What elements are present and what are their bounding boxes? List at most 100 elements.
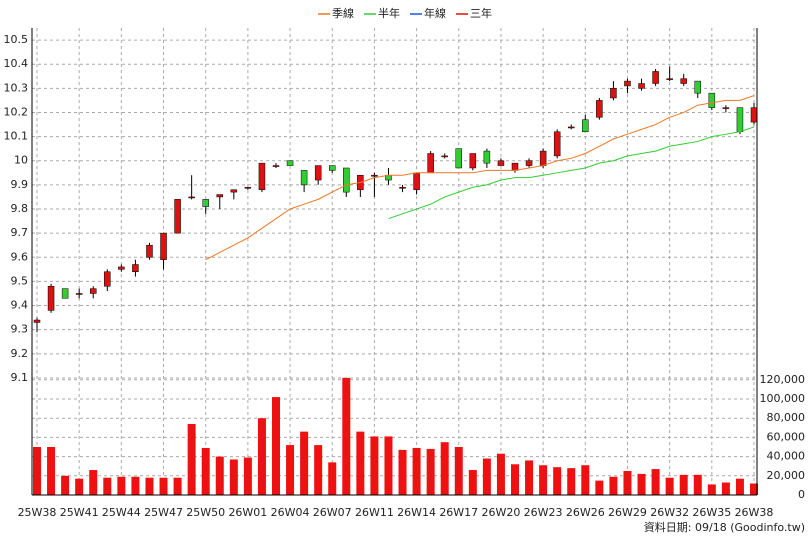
x-tick-label: 25W47 <box>144 506 183 519</box>
candle-body <box>118 266 125 270</box>
candle-body <box>666 78 673 80</box>
x-tick-label: 25W50 <box>186 506 225 519</box>
volume-bar <box>539 465 548 495</box>
volume-bar <box>33 446 41 495</box>
candle-body <box>188 196 195 199</box>
y-tick-label: 10 <box>14 154 28 167</box>
candle-body <box>469 153 477 169</box>
candle-body <box>216 194 224 198</box>
x-tick-label: 26W04 <box>271 506 310 519</box>
volume-bar <box>257 418 266 495</box>
candle-body <box>553 131 561 157</box>
candle-body <box>399 187 406 189</box>
candle-body <box>258 162 266 190</box>
candle-body <box>47 285 55 311</box>
candle-body <box>750 107 758 123</box>
y-tick-label: 10.2 <box>4 105 29 118</box>
footnote: 資料日期: 09/18 (Goodinfo.tw) <box>644 520 805 534</box>
x-tick-label: 26W29 <box>608 506 647 519</box>
volume-bar <box>581 465 590 495</box>
y2-tick-label: 20,000 <box>767 469 806 482</box>
y-tick-label: 9.9 <box>11 178 29 191</box>
volume-bar <box>511 464 519 495</box>
y-tick-label: 10.1 <box>4 130 29 143</box>
legend-label: 年線 <box>424 6 446 20</box>
volume-bar <box>693 474 702 495</box>
volume-bar <box>75 478 84 495</box>
ma-line <box>388 126 755 220</box>
volume-bar <box>553 467 562 495</box>
x-tick-label: 26W23 <box>524 506 563 519</box>
candle-body <box>638 83 645 89</box>
x-tick-label: 26W35 <box>692 506 731 519</box>
volume-bar <box>609 476 618 495</box>
y-tick-label: 9.6 <box>11 250 29 263</box>
volume-bar <box>314 445 323 495</box>
y2-tick-label: 0 <box>798 488 805 501</box>
x-tick-label: 26W17 <box>439 506 478 519</box>
y-tick-label: 10.3 <box>4 81 29 94</box>
y-tick-label: 9.2 <box>11 347 29 360</box>
volume-bar <box>187 423 196 495</box>
volume-bar <box>412 447 421 495</box>
x-tick-label: 26W38 <box>735 506 774 519</box>
candle-body <box>174 199 181 234</box>
candle-body <box>427 153 434 174</box>
volume-bar <box>384 436 393 495</box>
candle-body <box>33 319 41 323</box>
volume-bar <box>131 476 140 495</box>
candle-body <box>160 232 167 260</box>
ma-line <box>205 95 755 261</box>
candle-body <box>75 293 83 295</box>
volume-bar <box>426 448 435 495</box>
volume-bar <box>47 446 56 495</box>
candle-body <box>343 167 350 193</box>
volume-bar <box>145 477 154 495</box>
volume-bar <box>243 457 252 495</box>
candle-body <box>539 150 547 166</box>
y-tick-label: 10.5 <box>4 33 29 46</box>
x-tick-label: 25W44 <box>102 506 141 519</box>
candle-body <box>708 92 716 108</box>
y-tick-label: 9.1 <box>11 371 29 384</box>
y-tick-label: 9.7 <box>11 226 29 239</box>
candle-body <box>300 170 308 186</box>
x-tick-label: 26W26 <box>566 506 605 519</box>
candle-body <box>596 100 603 118</box>
volume-bar <box>651 469 660 495</box>
x-tick-label: 26W07 <box>313 506 352 519</box>
volume-bar <box>61 475 70 495</box>
candle-body <box>89 288 97 294</box>
candle-body <box>736 107 744 133</box>
candle-body <box>314 165 322 181</box>
volume-bar <box>300 431 309 495</box>
volume-bar <box>370 436 379 495</box>
candle-body <box>132 264 139 273</box>
candle-body <box>104 271 111 287</box>
y-tick-label: 10.4 <box>4 57 29 70</box>
candle-body <box>328 165 336 171</box>
legend-label: 半年 <box>378 6 400 20</box>
x-tick-label: 25W38 <box>18 506 57 519</box>
volume-bar <box>567 468 576 495</box>
volume-bar <box>637 473 646 495</box>
volume-bar <box>595 480 604 495</box>
volume-bar <box>201 447 210 495</box>
y-tick-label: 9.5 <box>11 274 29 287</box>
y2-tick-label: 60,000 <box>767 430 806 443</box>
candle-body <box>202 199 209 207</box>
volume-bar <box>525 460 534 495</box>
y2-tick-label: 120,000 <box>760 373 806 386</box>
volume-bar <box>272 397 280 495</box>
candle-body <box>441 155 448 158</box>
volume-bar <box>215 456 224 495</box>
y2-tick-label: 100,000 <box>760 392 806 405</box>
volume-bar <box>735 478 744 495</box>
volume-bar <box>173 477 182 495</box>
volume-bar <box>482 458 491 495</box>
x-tick-label: 26W11 <box>355 506 394 519</box>
candle-body <box>722 107 730 109</box>
x-tick-label: 26W32 <box>650 506 689 519</box>
volume-bar <box>117 476 126 495</box>
